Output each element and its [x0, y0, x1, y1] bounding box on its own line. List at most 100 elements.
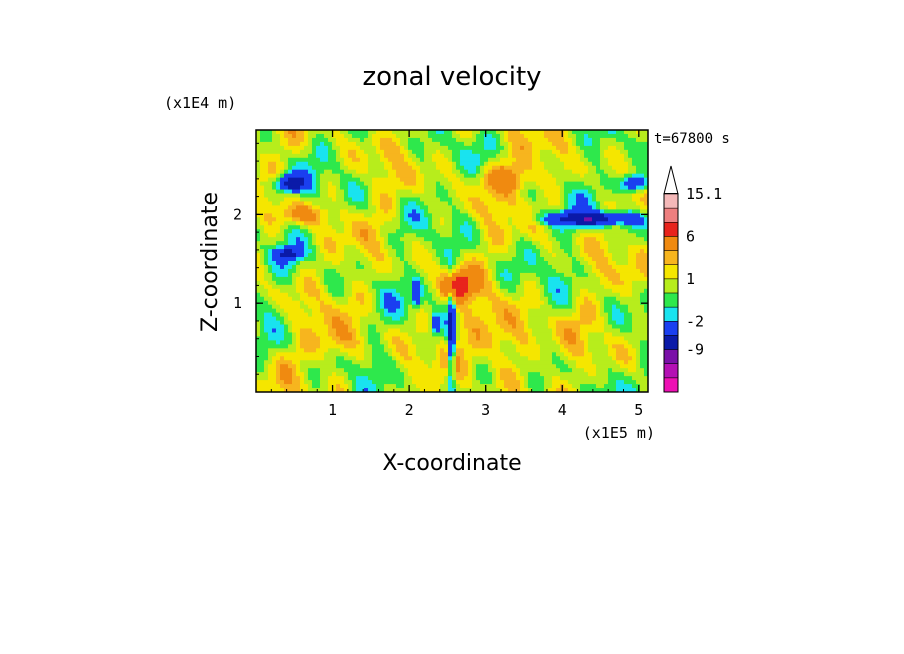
field-cell	[420, 328, 425, 334]
field-cell	[260, 296, 265, 302]
field-cell	[344, 296, 349, 302]
field-cell	[472, 272, 477, 278]
field-cell	[484, 352, 489, 357]
field-cell	[264, 364, 269, 369]
field-cell	[476, 352, 481, 357]
field-cell	[400, 272, 405, 278]
field-cell	[264, 308, 269, 314]
field-cell	[460, 276, 465, 282]
field-cell	[340, 201, 345, 207]
field-cell	[428, 284, 433, 290]
field-cell	[320, 237, 325, 242]
field-cell	[324, 253, 329, 258]
field-cell	[484, 348, 489, 353]
field-cell	[392, 217, 397, 222]
field-cell	[280, 225, 285, 230]
field-cell	[388, 340, 393, 345]
field-cell	[500, 233, 505, 238]
field-cell	[384, 324, 389, 330]
field-cell	[308, 253, 313, 258]
field-cell	[528, 312, 533, 318]
field-cell	[380, 145, 385, 151]
field-cell	[452, 384, 457, 389]
field-cell	[436, 332, 441, 338]
field-cell	[388, 328, 393, 334]
field-cell	[368, 360, 373, 365]
field-cell	[360, 161, 365, 167]
field-cell	[432, 316, 437, 322]
field-cell	[340, 360, 345, 365]
field-cell	[448, 340, 453, 345]
field-cell	[424, 245, 429, 250]
field-cell	[280, 253, 285, 258]
field-cell	[400, 173, 405, 179]
field-cell	[452, 237, 457, 242]
field-cell	[528, 272, 533, 278]
field-cell	[428, 364, 433, 369]
field-cell	[308, 225, 313, 230]
field-cell	[464, 324, 469, 330]
field-cell	[440, 336, 445, 341]
field-cell	[432, 177, 437, 183]
field-cell	[516, 229, 521, 234]
field-cell	[408, 316, 413, 322]
field-cell	[320, 296, 325, 302]
field-cell	[304, 360, 309, 365]
field-cell	[388, 288, 393, 294]
field-cell	[456, 336, 461, 341]
field-cell	[380, 340, 385, 345]
field-cell	[452, 157, 457, 163]
field-cell	[432, 288, 437, 294]
field-cell	[256, 133, 261, 139]
field-cell	[512, 189, 517, 195]
field-cell	[324, 153, 329, 159]
field-cell	[408, 384, 413, 389]
field-cell	[400, 205, 405, 210]
field-cell	[444, 253, 449, 258]
field-cell	[508, 130, 513, 135]
field-cell	[344, 308, 349, 314]
field-cell	[528, 320, 533, 326]
field-cell	[340, 141, 345, 147]
field-cell	[340, 225, 345, 230]
field-cell	[332, 276, 337, 282]
field-cell	[344, 205, 349, 210]
field-cell	[368, 213, 373, 218]
field-cell	[392, 261, 397, 266]
field-cell	[316, 245, 321, 250]
field-cell	[472, 197, 477, 203]
field-cell	[392, 324, 397, 330]
field-cell	[356, 241, 361, 246]
field-cell	[348, 380, 353, 385]
field-cell	[492, 284, 497, 290]
field-cell	[276, 332, 281, 338]
field-cell	[312, 300, 317, 306]
field-cell	[308, 217, 313, 222]
field-cell	[300, 261, 305, 266]
field-cell	[484, 169, 489, 175]
field-cell	[504, 296, 509, 302]
field-cell	[284, 157, 289, 163]
field-cell	[300, 209, 305, 214]
field-cell	[336, 149, 341, 155]
field-cell	[356, 165, 361, 171]
field-cell	[420, 336, 425, 341]
field-cell	[300, 181, 305, 187]
field-cell	[396, 213, 401, 218]
field-cell	[536, 201, 541, 207]
field-cell	[356, 185, 361, 191]
field-cell	[392, 340, 397, 345]
field-cell	[500, 272, 505, 278]
field-cell	[348, 165, 353, 171]
field-cell	[456, 368, 461, 373]
field-cell	[500, 360, 505, 365]
field-cell	[308, 332, 313, 338]
field-cell	[548, 328, 553, 334]
field-cell	[552, 328, 557, 334]
field-cell	[472, 380, 477, 385]
field-cell	[408, 332, 413, 338]
field-cell	[264, 332, 269, 338]
field-cell	[412, 372, 417, 377]
field-cell	[320, 137, 325, 143]
field-cell	[372, 308, 377, 314]
